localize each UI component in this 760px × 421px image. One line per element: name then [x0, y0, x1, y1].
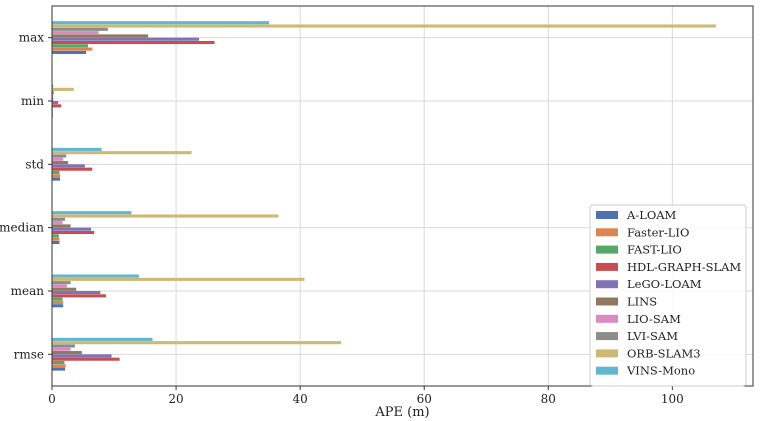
legend-label: LeGO-LOAM — [627, 277, 702, 291]
bar-rmse-faster-lio — [52, 364, 66, 368]
bar-mean-orb-slam3 — [52, 277, 305, 281]
bar-mean-lins — [52, 287, 77, 291]
x-tick-label: 80 — [541, 392, 556, 406]
bar-std-lins — [52, 161, 69, 165]
legend-swatch — [596, 332, 618, 341]
bar-median-lego-loam — [52, 227, 92, 231]
legend-label: HDL-GRAPH-SLAM — [627, 260, 741, 274]
bar-rmse-hdl-graph-slam — [52, 357, 120, 361]
bar-std-lvi-sam — [52, 154, 67, 158]
bars — [52, 21, 716, 371]
y-tick-label-min: min — [21, 94, 44, 108]
bar-max-a-loam — [52, 50, 87, 54]
bar-mean-lego-loam — [52, 291, 101, 295]
bar-rmse-lvi-sam — [52, 344, 75, 348]
bar-min-lvi-sam — [52, 91, 54, 95]
bar-std-lio-sam — [52, 157, 64, 161]
legend: A-LOAM Faster-LIO FAST-LIO HDL-GRAPH-SLAM Le… — [589, 204, 747, 387]
bar-mean-faster-lio — [52, 300, 64, 304]
bar-max-lego-loam — [52, 37, 200, 41]
x-tick-label: 20 — [168, 392, 183, 406]
y-tick-label-mean: mean — [11, 284, 45, 298]
y-tick-label-rmse: rmse — [14, 347, 44, 361]
legend-swatch — [596, 280, 618, 289]
bar-median-faster-lio — [52, 237, 60, 241]
bar-min-vins-mono — [52, 84, 54, 88]
bar-std-hdl-graph-slam — [52, 167, 93, 171]
bar-std-a-loam — [52, 177, 61, 181]
x-axis-label: APE (m) — [374, 405, 429, 420]
bar-min-hdl-graph-slam — [52, 104, 62, 108]
legend-swatch — [596, 314, 618, 323]
bar-mean-vins-mono — [52, 274, 139, 278]
legend-swatch — [596, 262, 618, 271]
bar-mean-fast-lio — [52, 297, 63, 301]
bar-max-orb-slam3 — [52, 24, 716, 28]
bar-rmse-lego-loam — [52, 354, 112, 358]
x-tick-label: 40 — [293, 392, 308, 406]
legend-swatch — [596, 349, 618, 358]
bar-min-orb-slam3 — [52, 87, 74, 91]
bar-max-vins-mono — [52, 21, 270, 25]
bar-median-lio-sam — [52, 221, 63, 225]
x-tick-label: 100 — [661, 392, 684, 406]
bar-median-orb-slam3 — [52, 214, 279, 218]
bar-mean-lvi-sam — [52, 281, 71, 285]
bar-median-lvi-sam — [52, 217, 66, 221]
bar-median-lins — [52, 224, 71, 228]
y-tick-labels: max min std median mean rmse — [0, 31, 52, 361]
legend-label: VINS-Mono — [626, 364, 695, 378]
bar-std-vins-mono — [52, 147, 102, 151]
bar-rmse-fast-lio — [52, 360, 65, 365]
bar-min-lego-loam — [52, 101, 59, 105]
y-tick-label-std: std — [25, 157, 44, 171]
bar-median-hdl-graph-slam — [52, 230, 95, 235]
bar-rmse-vins-mono — [52, 337, 153, 341]
bar-std-orb-slam3 — [52, 151, 192, 155]
bar-median-vins-mono — [52, 211, 132, 215]
bar-rmse-lins — [52, 351, 82, 355]
x-tick-label: 0 — [48, 392, 56, 406]
legend-label: A-LOAM — [626, 208, 677, 222]
bar-mean-hdl-graph-slam — [52, 294, 106, 298]
x-tick-label: 60 — [417, 392, 432, 406]
legend-swatch — [596, 366, 618, 375]
legend-swatch — [596, 245, 618, 254]
legend-label: ORB-SLAM3 — [627, 346, 701, 360]
bar-rmse-orb-slam3 — [52, 341, 342, 345]
plot-frame — [51, 5, 754, 387]
x-tick-labels: 0 20 40 60 80 100 — [48, 386, 684, 406]
bar-rmse-a-loam — [52, 367, 66, 371]
legend-label: FAST-LIO — [627, 243, 682, 257]
legend-swatch — [596, 211, 618, 219]
legend-swatch — [596, 228, 618, 237]
bar-median-a-loam — [52, 240, 60, 244]
bar-max-fast-lio — [52, 44, 88, 48]
y-tick-label-median: median — [0, 221, 44, 235]
bar-median-fast-lio — [52, 234, 59, 238]
bar-mean-lio-sam — [52, 284, 67, 288]
bar-min-lio-sam — [52, 94, 54, 98]
legend-label: LINS — [627, 295, 657, 309]
bar-max-lins — [52, 34, 149, 38]
bar-max-lvi-sam — [52, 27, 108, 31]
bar-std-faster-lio — [52, 174, 61, 178]
legend-label: LVI-SAM — [627, 329, 678, 343]
bar-max-lio-sam — [52, 31, 99, 35]
bar-mean-a-loam — [52, 304, 64, 308]
bar-std-lego-loam — [52, 164, 85, 168]
bar-min-lins — [52, 97, 54, 101]
legend-label: LIO-SAM — [627, 312, 681, 326]
legend-box — [589, 204, 747, 387]
bar-max-hdl-graph-slam — [52, 40, 215, 45]
y-tick-label-max: max — [19, 31, 45, 45]
bar-std-fast-lio — [52, 170, 60, 175]
bar-rmse-lio-sam — [52, 347, 71, 351]
legend-label: Faster-LIO — [627, 225, 689, 239]
bar-max-faster-lio — [52, 47, 93, 51]
legend-swatch — [596, 297, 618, 306]
